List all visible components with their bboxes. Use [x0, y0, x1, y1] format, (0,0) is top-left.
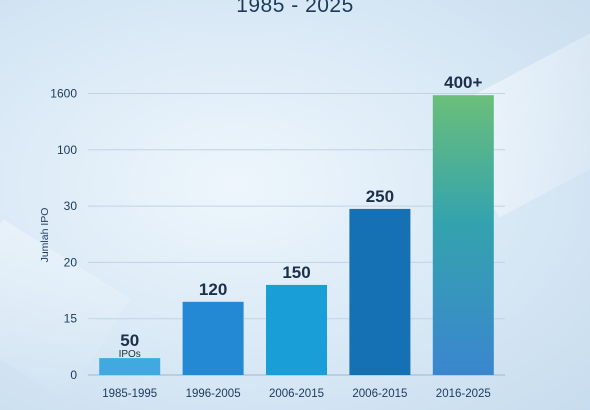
- y-tick-label: 15: [64, 312, 78, 326]
- y-tick-label: 1600: [50, 87, 77, 101]
- bar-1: [99, 358, 161, 375]
- bar-3: [266, 284, 327, 375]
- x-tick-label: 2016-2025: [436, 388, 491, 400]
- bar-4: [349, 208, 411, 375]
- x-tick-label: 1985-1995: [102, 388, 157, 400]
- bar-2: [182, 301, 244, 375]
- data-label: 120: [199, 280, 227, 299]
- data-sub-label: IPOs: [119, 349, 141, 360]
- y-tick-label: 20: [64, 255, 78, 269]
- data-label: 50: [120, 331, 139, 350]
- data-label: 150: [282, 263, 310, 282]
- y-tick-label: 100: [57, 143, 77, 157]
- x-tick-label: 1996-2005: [186, 388, 241, 400]
- bar-5: [432, 95, 494, 376]
- y-tick-label: 0: [70, 368, 77, 382]
- y-tick-label: 30: [64, 199, 78, 213]
- data-label: 250: [366, 187, 394, 206]
- chart-title: 1985 - 2025: [236, 0, 354, 17]
- data-label: 400+: [444, 73, 482, 92]
- x-tick-label: 2006-2015: [352, 388, 407, 400]
- y-axis-label: Jumlah IPO: [39, 208, 51, 263]
- x-tick-label: 2006-2015: [269, 388, 324, 400]
